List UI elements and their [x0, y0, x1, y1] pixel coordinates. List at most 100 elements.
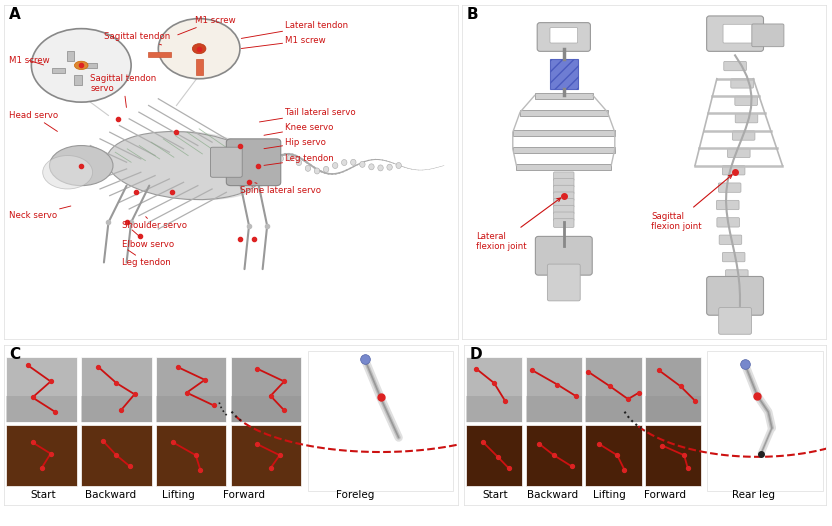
Text: Backward: Backward	[85, 490, 136, 500]
Text: Head servo: Head servo	[8, 111, 57, 132]
Text: Lifting: Lifting	[162, 490, 196, 500]
Bar	[646, 425, 701, 485]
Bar	[466, 357, 522, 421]
FancyBboxPatch shape	[553, 199, 574, 207]
Ellipse shape	[369, 164, 374, 170]
Bar	[156, 396, 226, 421]
FancyBboxPatch shape	[553, 212, 574, 221]
Bar	[196, 59, 203, 75]
FancyBboxPatch shape	[735, 114, 758, 123]
Bar	[7, 357, 77, 421]
FancyBboxPatch shape	[726, 270, 748, 279]
FancyBboxPatch shape	[718, 183, 741, 193]
FancyBboxPatch shape	[553, 219, 574, 227]
Bar	[156, 357, 226, 421]
Text: Lateral
flexion joint: Lateral flexion joint	[477, 198, 561, 251]
FancyBboxPatch shape	[547, 264, 580, 301]
Bar	[646, 357, 701, 421]
Text: Forward: Forward	[224, 490, 265, 500]
Ellipse shape	[74, 61, 88, 69]
FancyBboxPatch shape	[732, 131, 755, 140]
Text: A: A	[9, 7, 21, 23]
Bar	[7, 425, 77, 485]
FancyBboxPatch shape	[210, 147, 242, 177]
Text: Foreleg: Foreleg	[336, 490, 374, 500]
Ellipse shape	[396, 163, 401, 168]
FancyBboxPatch shape	[537, 23, 591, 52]
Text: Lateral tendon: Lateral tendon	[241, 21, 349, 38]
Ellipse shape	[333, 163, 338, 168]
Text: M1 screw: M1 screw	[178, 16, 235, 35]
Bar	[231, 425, 301, 485]
Circle shape	[32, 28, 131, 102]
Bar	[83, 63, 97, 68]
Bar	[526, 357, 582, 421]
FancyBboxPatch shape	[752, 24, 784, 47]
FancyBboxPatch shape	[728, 287, 750, 297]
Ellipse shape	[305, 165, 310, 171]
Bar	[74, 75, 82, 85]
FancyBboxPatch shape	[719, 235, 742, 245]
Bar	[148, 52, 171, 57]
Ellipse shape	[387, 164, 393, 170]
Ellipse shape	[287, 155, 293, 161]
Bar	[231, 357, 301, 421]
Bar	[82, 357, 151, 421]
Bar	[535, 94, 593, 99]
Text: M1 screw: M1 screw	[8, 56, 49, 65]
Text: Start: Start	[30, 490, 56, 500]
Text: Tail lateral servo: Tail lateral servo	[260, 108, 356, 122]
Text: Hip servo: Hip servo	[264, 138, 326, 149]
Text: Elbow servo: Elbow servo	[122, 230, 174, 249]
Text: Lifting: Lifting	[592, 490, 626, 500]
Bar	[586, 357, 641, 421]
FancyBboxPatch shape	[706, 277, 764, 315]
FancyBboxPatch shape	[722, 252, 745, 262]
Text: Start: Start	[483, 490, 508, 500]
Bar	[646, 396, 701, 421]
Bar	[52, 68, 66, 74]
Ellipse shape	[278, 156, 284, 161]
Text: M1 screw: M1 screw	[241, 36, 326, 48]
Text: B: B	[467, 7, 478, 23]
FancyBboxPatch shape	[724, 62, 746, 70]
Bar	[82, 425, 151, 485]
Ellipse shape	[341, 159, 347, 166]
Ellipse shape	[378, 165, 384, 171]
Bar	[517, 164, 612, 169]
Bar	[156, 425, 226, 485]
Circle shape	[192, 44, 206, 54]
Bar	[520, 110, 607, 116]
FancyBboxPatch shape	[727, 148, 750, 158]
FancyBboxPatch shape	[722, 166, 745, 175]
Ellipse shape	[324, 166, 329, 173]
Text: Backward: Backward	[527, 490, 578, 500]
Text: C: C	[9, 347, 20, 362]
Text: Leg tendon: Leg tendon	[264, 155, 334, 165]
Bar	[586, 396, 641, 421]
Ellipse shape	[106, 132, 265, 200]
FancyBboxPatch shape	[553, 192, 574, 200]
Ellipse shape	[113, 132, 271, 200]
Text: Shoulder servo: Shoulder servo	[122, 217, 187, 230]
Ellipse shape	[359, 161, 365, 167]
Bar	[308, 351, 453, 491]
Bar	[526, 396, 582, 421]
Text: Rear leg: Rear leg	[732, 490, 775, 500]
Bar	[513, 130, 615, 136]
FancyBboxPatch shape	[716, 200, 739, 210]
Text: Sagittal tendon
servo: Sagittal tendon servo	[91, 74, 156, 107]
FancyBboxPatch shape	[553, 205, 574, 214]
Bar	[706, 351, 823, 491]
Ellipse shape	[314, 168, 319, 174]
FancyBboxPatch shape	[226, 139, 280, 186]
Ellipse shape	[350, 159, 356, 165]
Bar	[231, 396, 301, 421]
FancyBboxPatch shape	[719, 308, 751, 334]
Text: Neck servo: Neck servo	[8, 206, 71, 220]
FancyBboxPatch shape	[550, 28, 577, 43]
Bar	[526, 425, 582, 485]
Bar	[550, 59, 577, 89]
Bar	[513, 147, 615, 153]
FancyBboxPatch shape	[735, 96, 757, 105]
